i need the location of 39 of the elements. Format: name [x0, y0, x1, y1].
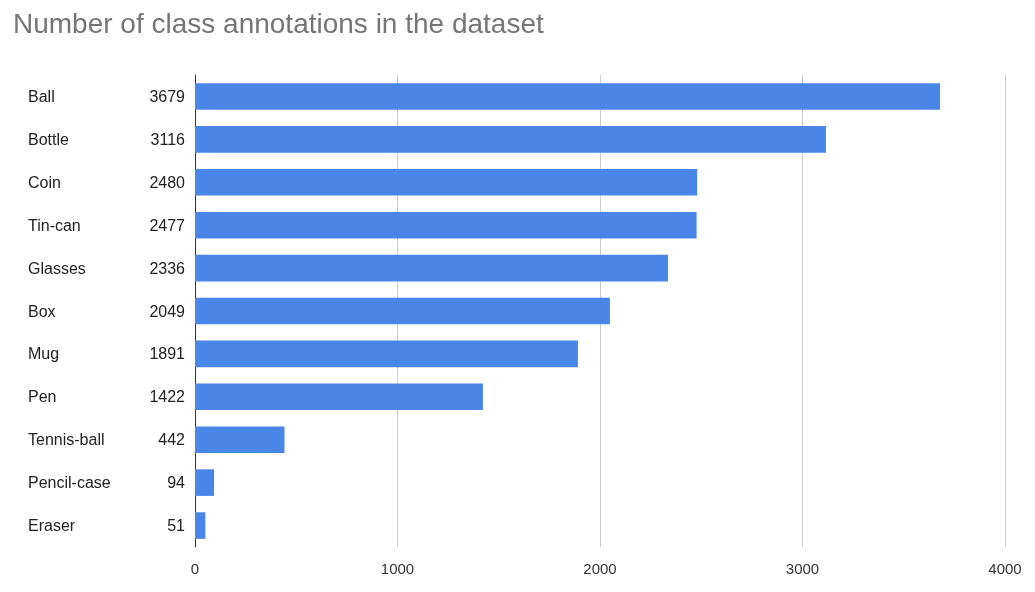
- bar: [195, 168, 698, 196]
- y-tick-label: Tennis-ball: [28, 431, 105, 449]
- bar: [195, 211, 697, 239]
- x-tick-label: 4000: [988, 560, 1022, 577]
- y-tick-label: Ball: [28, 87, 55, 105]
- y-tick-label: Glasses: [28, 259, 86, 277]
- data-label: 2477: [149, 216, 186, 234]
- data-label: 1422: [149, 388, 186, 406]
- data-label: 2480: [149, 173, 186, 191]
- data-label: 2336: [149, 259, 186, 277]
- y-tick-label: Box: [28, 302, 56, 320]
- y-tick-label: Tin-can: [28, 216, 81, 234]
- x-tick-label: 3000: [785, 560, 820, 577]
- data-label: 1891: [149, 345, 186, 363]
- bar: [195, 512, 206, 539]
- y-tick-label: Eraser: [28, 517, 76, 535]
- x-tick-label: 2000: [583, 560, 617, 577]
- chart-title: Number of class annotations in the dataset: [13, 7, 544, 39]
- bar: [195, 83, 940, 110]
- data-label: 94: [167, 474, 186, 492]
- y-tick-label: Pencil-case: [28, 474, 111, 492]
- x-tick-label: 1000: [380, 560, 415, 577]
- y-tick-label: Mug: [28, 345, 60, 363]
- y-tick-label: Pen: [28, 388, 57, 406]
- bar: [195, 297, 610, 325]
- bar: [195, 126, 826, 153]
- bar: [195, 340, 578, 368]
- data-label: 3679: [149, 87, 186, 105]
- bar: [195, 383, 483, 411]
- y-tick-label: Coin: [28, 173, 61, 191]
- data-label: 2049: [149, 302, 186, 320]
- x-tick-label: 0: [190, 560, 200, 577]
- y-tick-label: Bottle: [28, 130, 70, 148]
- bar: [195, 254, 669, 282]
- bar: [195, 469, 215, 496]
- data-label: 3116: [150, 130, 186, 148]
- data-label: 51: [167, 517, 186, 535]
- bar: [195, 426, 285, 454]
- data-label: 442: [158, 431, 186, 449]
